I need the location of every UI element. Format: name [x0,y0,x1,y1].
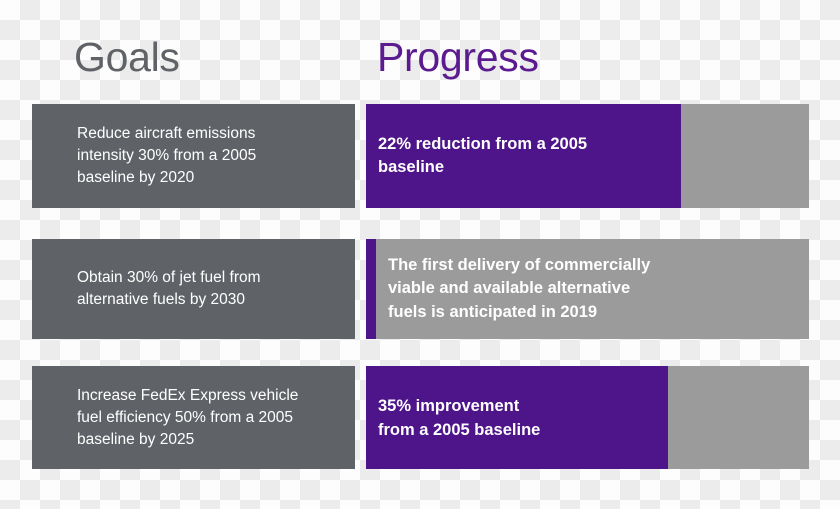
goal-box: Increase FedEx Express vehicle fuel effi… [32,366,355,469]
progress-text: 22% reduction from a 2005 baseline [378,134,588,176]
progress-text: The first delivery of commercially viabl… [388,255,651,321]
progress-bar: 35% improvement from a 2005 baseline [366,366,809,469]
goal-progress-row: Reduce aircraft emissions intensity 30% … [0,104,840,208]
goal-text: Obtain 30% of jet fuel from alternative … [77,269,261,308]
goals-column-heading: Goals [74,34,180,80]
progress-fill [366,104,681,208]
progress-fill [366,239,376,339]
goal-text: Reduce aircraft emissions intensity 30% … [77,125,257,186]
progress-track [366,239,809,339]
goal-text: Increase FedEx Express vehicle fuel effi… [77,386,299,448]
progress-column-heading: Progress [377,34,539,80]
progress-bar: The first delivery of commercially viabl… [366,239,809,339]
progress-fill [366,366,668,469]
goal-box: Obtain 30% of jet fuel from alternative … [32,239,355,339]
goal-box: Reduce aircraft emissions intensity 30% … [32,104,355,208]
progress-bar: 22% reduction from a 2005 baseline [366,104,809,208]
goal-progress-row: Increase FedEx Express vehicle fuel effi… [0,366,840,469]
goal-progress-row: Obtain 30% of jet fuel from alternative … [0,239,840,339]
progress-text: 35% improvement from a 2005 baseline [378,397,541,439]
